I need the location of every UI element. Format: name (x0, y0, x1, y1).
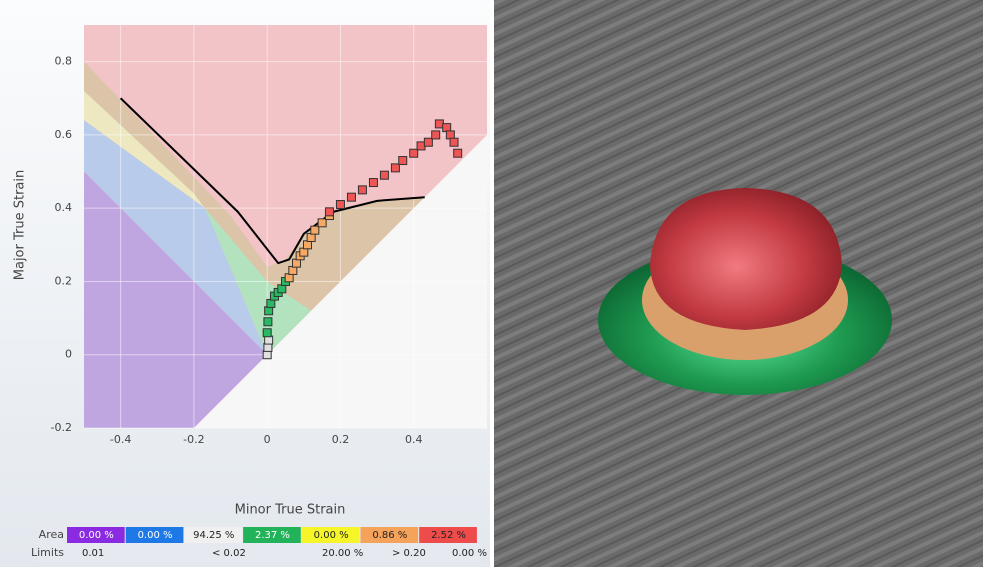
x-tick-label: -0.4 (110, 433, 131, 446)
forming-limit-curve (119, 97, 425, 265)
limit-value: < 0.02 (212, 548, 246, 559)
area-swatch (360, 527, 419, 543)
y-axis-title: Major True Strain (13, 170, 28, 280)
strain-point (263, 317, 273, 327)
strain-point (431, 130, 441, 140)
x-axis-title: Minor True Strain (235, 503, 346, 518)
strain-point (302, 240, 312, 250)
area-swatch (125, 527, 184, 543)
strain-point (262, 328, 272, 338)
strain-point (299, 247, 309, 257)
strain-point (434, 119, 444, 129)
area-swatch (67, 527, 125, 543)
area-swatch (184, 527, 243, 543)
zone (84, 120, 268, 355)
strain-point (291, 258, 301, 268)
area-swatch (243, 527, 301, 543)
strain-point (262, 350, 272, 360)
area-swatch (301, 527, 360, 543)
strain-point (266, 298, 276, 308)
strain-point (390, 163, 400, 173)
y-tick-label: 0.6 (55, 128, 73, 141)
zone (84, 90, 205, 209)
y-tick-label: 0.4 (55, 201, 73, 214)
strain-point (368, 178, 378, 188)
area-value: 2.37 % (255, 530, 290, 541)
strain-point (442, 123, 452, 133)
limit-value: 0.00 % (452, 548, 487, 559)
area-value: 0.86 % (372, 530, 407, 541)
strain-point (310, 225, 320, 235)
strain-point (445, 130, 455, 140)
y-tick-label: 0.2 (55, 274, 73, 287)
strain-point (277, 284, 287, 294)
strain-point (357, 185, 367, 195)
strain-point (288, 265, 298, 275)
limit-value: 20.00 % (322, 548, 363, 559)
strain-point (263, 342, 273, 352)
strain-point (409, 148, 419, 158)
area-value: 94.25 % (193, 530, 234, 541)
x-tick-label: 0 (264, 433, 271, 446)
x-tick-label: 0.2 (332, 433, 350, 446)
strain-point (416, 141, 426, 151)
strain-point (324, 207, 334, 217)
area-value: 0.00 % (79, 530, 114, 541)
strain-point (264, 306, 274, 316)
y-tick-label: 0 (65, 348, 72, 361)
limit-value: > 0.20 (392, 548, 426, 559)
x-tick-label: 0.4 (405, 433, 423, 446)
strain-point (317, 218, 327, 228)
part-render (598, 188, 892, 395)
strain-point (346, 192, 356, 202)
y-tick-label: -0.2 (51, 421, 72, 434)
zone (84, 171, 268, 428)
row-label: Limits (31, 546, 64, 559)
y-tick-label: 0.8 (55, 55, 73, 68)
strain-point (335, 200, 345, 210)
area-value: 2.52 % (431, 530, 466, 541)
legend-table: Area Limits 0.00 % 0.00 % 94.25 % 2.37 % 0.00 … (31, 526, 487, 562)
strain-point (453, 148, 463, 158)
strain-point (423, 137, 433, 147)
row-label: Area (39, 528, 64, 541)
strain-point (306, 232, 316, 242)
strain-point (398, 156, 408, 166)
area-value: 0.00 % (138, 530, 173, 541)
x-tick-label: -0.2 (183, 433, 204, 446)
dome (650, 188, 842, 330)
area-swatch (419, 527, 477, 543)
limit-value: 0.01 (82, 548, 104, 559)
strain-point (284, 273, 294, 283)
plot: -0.2 0 0.2 0.4 0.6 0.8 -0.4 -0.2 0 0.2 0.4 (51, 25, 487, 446)
strain-point (379, 170, 389, 180)
area-value: 0.00 % (314, 530, 349, 541)
strain-point (264, 335, 274, 345)
strain-point (449, 137, 459, 147)
